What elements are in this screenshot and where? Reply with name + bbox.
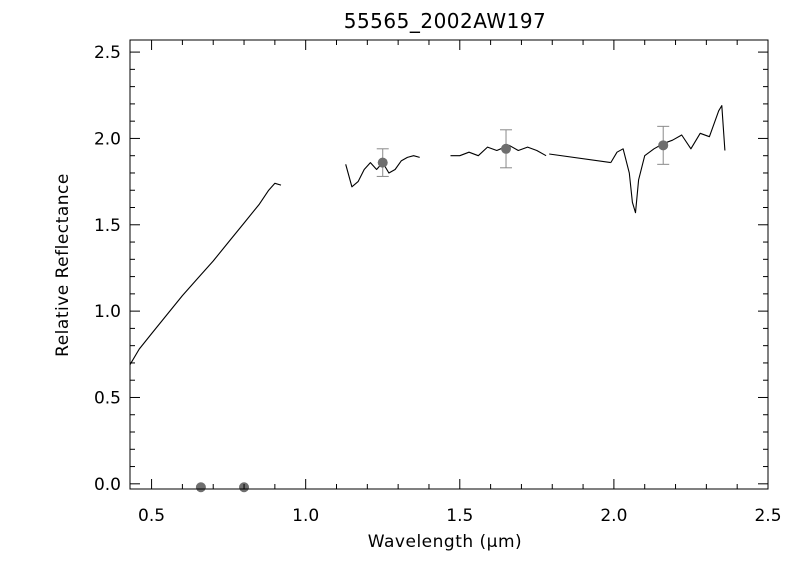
photometry-point: [195, 482, 206, 493]
y-tick-label: 1.5: [94, 216, 121, 236]
photometry-point: [377, 157, 388, 168]
spectrum-line: [549, 153, 611, 164]
x-axis: 0.5 1.0 1.5 2.0 2.5: [138, 40, 782, 526]
plot-frame: [129, 39, 769, 490]
y-tick-label: 0.5: [94, 388, 121, 408]
y-tick-label: 1.0: [94, 302, 121, 322]
y-tick-label: 2.0: [94, 129, 121, 149]
y-axis-label: Relative Reflectance: [53, 173, 73, 357]
x-tick-label: 1.5: [446, 506, 473, 526]
photometry-point: [658, 140, 669, 151]
spectrum-line: [610, 105, 726, 214]
spectrum-line: [450, 144, 547, 157]
x-tick-label: 1.0: [292, 506, 319, 526]
photometry-point: [501, 143, 512, 154]
spectrum-line: [129, 182, 282, 365]
x-tick-label: 2.0: [600, 506, 627, 526]
y-tick-label: 2.5: [94, 43, 121, 63]
chart-title: 55565_2002AW197: [344, 9, 547, 33]
x-tick-label: 2.5: [754, 506, 781, 526]
plot-area: [129, 105, 726, 493]
y-axis: 0.0 0.5 1.0 1.5 2.0 2.5: [94, 43, 768, 495]
x-axis-label: Wavelength (µm): [368, 532, 522, 552]
x-tick-label: 0.5: [138, 506, 165, 526]
y-tick-label: 0.0: [94, 475, 121, 495]
